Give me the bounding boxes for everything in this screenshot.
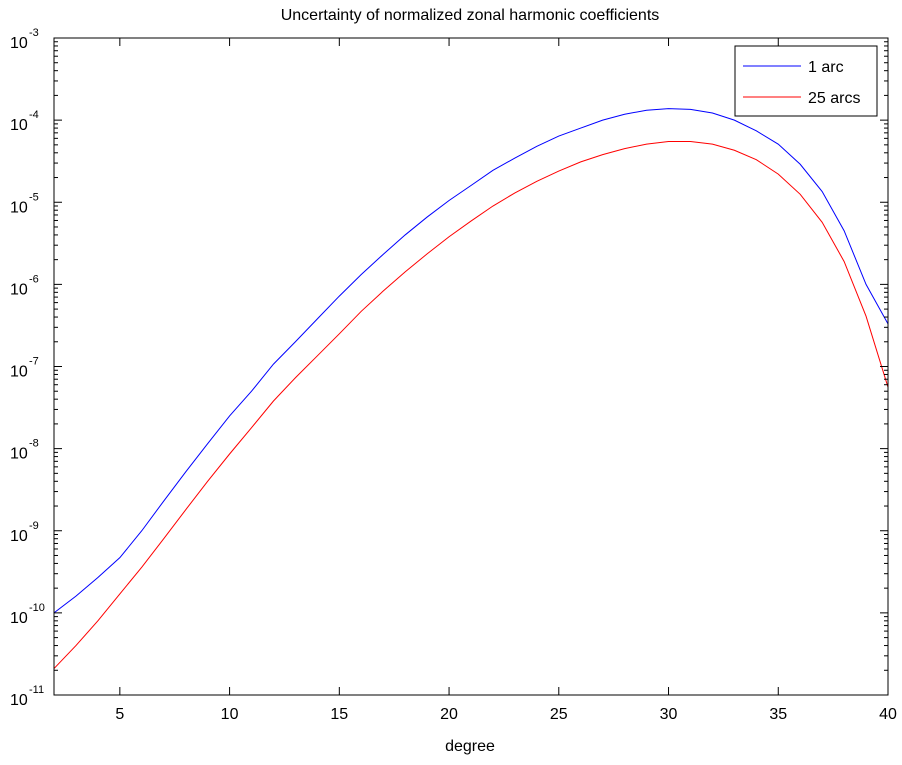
legend-label-2: 25 arcs xyxy=(808,90,860,107)
x-tick-label: 10 xyxy=(221,706,239,723)
y-tick-label-exponent: -10 xyxy=(29,602,45,614)
y-tick-label-base: 10 xyxy=(10,528,28,545)
y-tick-label-exponent: -3 xyxy=(29,27,39,39)
axes: 5 10 15 20 25 30 35 4010-1110-1010-910-810-710-… xyxy=(10,27,897,723)
series-line-2 xyxy=(54,140,888,669)
x-tick-label: 15 xyxy=(330,706,348,723)
y-tick-label-base: 10 xyxy=(10,446,28,463)
chart-title: Uncertainty of normalized zonal harmonic… xyxy=(281,7,660,24)
plot-area xyxy=(54,38,888,695)
x-tick-label: 30 xyxy=(660,706,678,723)
x-tick-label: 25 xyxy=(550,706,568,723)
y-tick-label-exponent: -8 xyxy=(29,438,39,450)
y-tick-label: 10-6 xyxy=(10,273,39,298)
y-tick-label-base: 10 xyxy=(10,35,28,52)
series-line-1 xyxy=(54,108,888,614)
y-tick-label-base: 10 xyxy=(10,692,28,709)
y-tick-label: 10-7 xyxy=(10,356,39,381)
y-tick-label: 10-11 xyxy=(10,684,44,709)
y-tick-label-exponent: -6 xyxy=(29,273,39,285)
y-tick-label-base: 10 xyxy=(10,364,28,381)
x-tick-label: 40 xyxy=(879,706,897,723)
x-tick-label: 5 xyxy=(115,706,124,723)
y-tick-label-exponent: -7 xyxy=(29,356,39,368)
y-tick-label-base: 10 xyxy=(10,610,28,627)
y-tick-label-exponent: -5 xyxy=(29,191,39,203)
y-tick-label-exponent: -11 xyxy=(29,684,44,696)
y-tick-label-base: 10 xyxy=(10,199,28,216)
x-tick-label: 35 xyxy=(769,706,787,723)
y-tick-label: 10-5 xyxy=(10,191,39,216)
y-tick-label: 10-10 xyxy=(10,602,45,627)
y-tick-label-base: 10 xyxy=(10,117,28,134)
y-tick-label: 10-3 xyxy=(10,27,39,52)
x-tick-label: 20 xyxy=(440,706,458,723)
plot-background xyxy=(54,38,888,695)
y-tick-label: 10-4 xyxy=(10,109,39,134)
legend-label-1: 1 arc xyxy=(808,59,844,76)
y-tick-label: 10-8 xyxy=(10,438,39,463)
y-tick-label-base: 10 xyxy=(10,281,28,298)
legend-box xyxy=(734,45,878,117)
y-tick-label-exponent: -9 xyxy=(29,520,39,532)
x-axis-label: degree xyxy=(445,738,495,755)
y-tick-label-exponent: -4 xyxy=(29,109,39,121)
legend: 1 arc 25 arcs xyxy=(734,45,878,117)
y-tick-label: 10-9 xyxy=(10,520,39,545)
